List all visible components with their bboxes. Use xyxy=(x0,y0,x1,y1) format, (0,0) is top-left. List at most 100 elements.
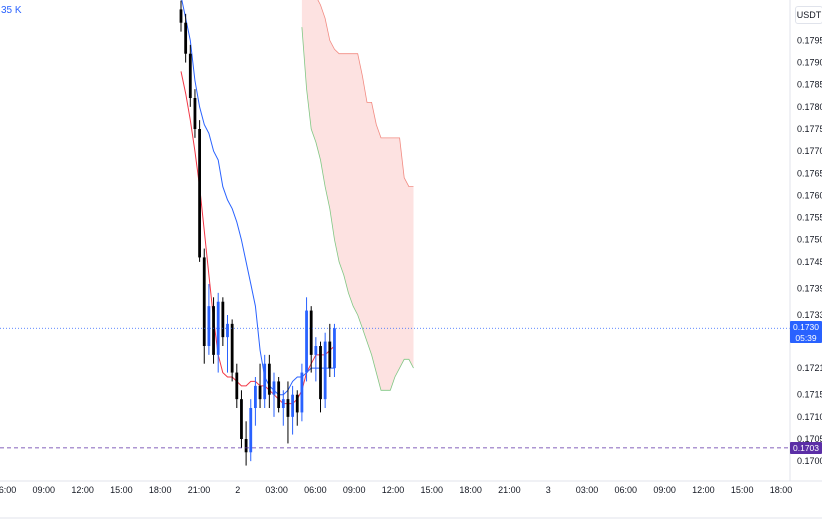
candles-layer xyxy=(179,0,336,466)
y-tick-label: 0.1705 xyxy=(797,434,822,444)
candle xyxy=(188,44,192,107)
candle xyxy=(198,120,201,262)
candle-body xyxy=(249,408,253,453)
candle xyxy=(202,248,206,364)
slow-line xyxy=(181,0,335,396)
candle xyxy=(184,13,188,63)
y-tick-label: 0.1715 xyxy=(797,390,822,400)
y-tick-label: 0.1733 xyxy=(797,310,822,320)
candle-body xyxy=(240,399,243,439)
price-lines-layer xyxy=(0,327,790,449)
candle xyxy=(314,337,318,382)
candle xyxy=(295,390,299,426)
x-tick-label: 21:00 xyxy=(188,485,211,495)
x-tick-label: 18:00 xyxy=(149,485,172,495)
candle-body xyxy=(267,363,271,395)
candle-body xyxy=(193,98,197,129)
current-price-tag: 0.1730 05:39 xyxy=(790,321,822,344)
currency-unit-label[interactable]: USDT xyxy=(795,6,822,24)
candle xyxy=(221,297,225,346)
candle xyxy=(207,284,211,355)
candle-body xyxy=(328,341,332,369)
candle xyxy=(333,323,336,377)
candle xyxy=(263,354,267,408)
candle-body xyxy=(188,53,192,98)
y-tick-label: 0.1785 xyxy=(797,80,822,90)
candle-body xyxy=(230,323,234,373)
candle xyxy=(305,297,308,382)
candle xyxy=(323,332,327,408)
candle-body xyxy=(184,22,188,54)
y-tick-label: 0.1739 xyxy=(797,283,822,293)
candle-body xyxy=(244,439,248,453)
candle xyxy=(328,323,332,377)
candle-body xyxy=(216,301,220,355)
candle-body xyxy=(295,394,299,413)
candle xyxy=(258,363,262,408)
x-tick-label: 15:00 xyxy=(731,485,754,495)
cloud-layer xyxy=(301,0,414,391)
candle-body xyxy=(277,381,281,408)
x-tick-label: 09:00 xyxy=(653,485,676,495)
candle xyxy=(267,354,271,408)
legend-fragment: 35 K xyxy=(1,5,22,16)
candle xyxy=(230,319,234,382)
y-tick-label: 0.1765 xyxy=(797,168,822,178)
candle xyxy=(193,89,197,138)
candle-body xyxy=(226,323,229,338)
candle-body xyxy=(207,306,211,346)
x-axis[interactable]: 06:00 09:00 12:00 15:00 18:00 21:00 2 03:00 06:0… xyxy=(0,480,822,519)
y-tick-label: 0.1700 xyxy=(797,456,822,466)
x-tick-label: 15:00 xyxy=(421,485,444,495)
y-tick-label: 0.1760 xyxy=(797,190,822,200)
candle-body xyxy=(179,9,183,23)
x-tick-label: 06:00 xyxy=(0,485,16,495)
candle-body xyxy=(221,301,225,338)
candle-body xyxy=(202,257,206,346)
candle xyxy=(249,399,253,462)
candle-body xyxy=(300,372,304,413)
x-tick-label: 18:00 xyxy=(770,485,793,495)
x-tick-label: 21:00 xyxy=(498,485,521,495)
candle-body xyxy=(291,394,294,417)
candle xyxy=(291,385,294,435)
candle xyxy=(272,372,276,417)
y-tick-label: 0.1745 xyxy=(797,257,822,267)
candle-body xyxy=(212,306,215,355)
candle xyxy=(281,390,285,426)
current-price-value: 0.1730 xyxy=(793,322,819,333)
candle xyxy=(240,390,243,448)
candle xyxy=(309,306,313,373)
x-tick-label: 3 xyxy=(546,485,551,495)
fast-line xyxy=(180,71,335,405)
y-tick-label: 0.1721 xyxy=(797,363,822,373)
y-tick-label: 0.1790 xyxy=(797,58,822,68)
candle xyxy=(244,421,248,466)
cloud-lead-b-line xyxy=(317,0,414,187)
low-marker-tag: 0.1703 xyxy=(790,441,822,454)
candle xyxy=(212,297,215,364)
candle xyxy=(277,377,281,413)
y-tick-label: 0.1795 xyxy=(797,35,822,45)
candle xyxy=(179,0,183,32)
x-tick-label: 15:00 xyxy=(110,485,133,495)
indicator-layer xyxy=(180,0,335,405)
candle xyxy=(235,363,239,408)
candle-body xyxy=(263,363,267,400)
candle-body xyxy=(254,385,257,408)
y-tick-label: 0.1770 xyxy=(797,146,822,156)
candle-body xyxy=(333,328,336,369)
candle-countdown: 05:39 xyxy=(795,332,817,343)
candle xyxy=(286,381,290,444)
x-tick-label: 2 xyxy=(235,485,240,495)
candle xyxy=(216,292,220,373)
candle xyxy=(300,363,304,422)
x-tick-label: 03:00 xyxy=(265,485,288,495)
x-tick-label: 12:00 xyxy=(692,485,715,495)
y-tick-label: 0.1775 xyxy=(797,124,822,134)
x-tick-label: 06:00 xyxy=(304,485,327,495)
y-axis[interactable]: 0.1795 0.1790 0.1785 0.1780 0.1775 0.1770 0.17… xyxy=(789,0,822,481)
candle-body xyxy=(198,129,201,258)
candle-body xyxy=(286,399,290,417)
